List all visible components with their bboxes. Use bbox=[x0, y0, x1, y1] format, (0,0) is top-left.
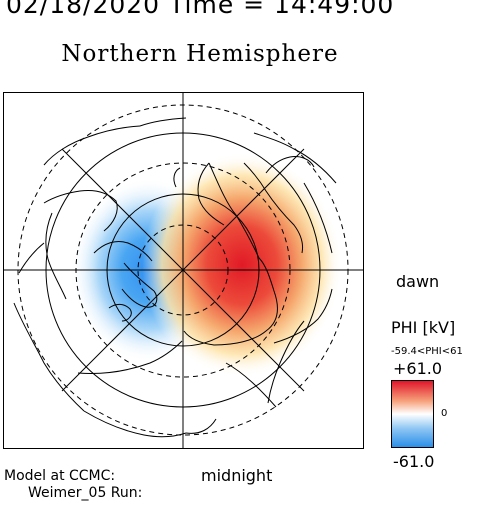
positive-potential-cell bbox=[142, 153, 342, 377]
header-time: 02/18/2020 Time = 14:49:00 bbox=[6, 0, 395, 19]
colorbar-zero: 0 bbox=[441, 408, 448, 419]
meridians bbox=[4, 93, 363, 448]
colorbar bbox=[391, 380, 434, 448]
plot-title: Northern Hemisphere bbox=[61, 41, 339, 67]
dawn-label: dawn bbox=[396, 272, 440, 291]
midnight-label: midnight bbox=[201, 466, 273, 485]
polar-map bbox=[3, 92, 364, 449]
colorbar-range: -59.4<PHI<61 bbox=[391, 346, 463, 357]
colorbar-max: +61.0 bbox=[393, 359, 443, 378]
model-credit: Model at CCMC: bbox=[4, 468, 116, 484]
colorbar-label: PHI [kV] bbox=[391, 318, 456, 337]
colorbar-min: -61.0 bbox=[393, 452, 435, 471]
run-label: Weimer_05 Run: bbox=[28, 485, 143, 501]
